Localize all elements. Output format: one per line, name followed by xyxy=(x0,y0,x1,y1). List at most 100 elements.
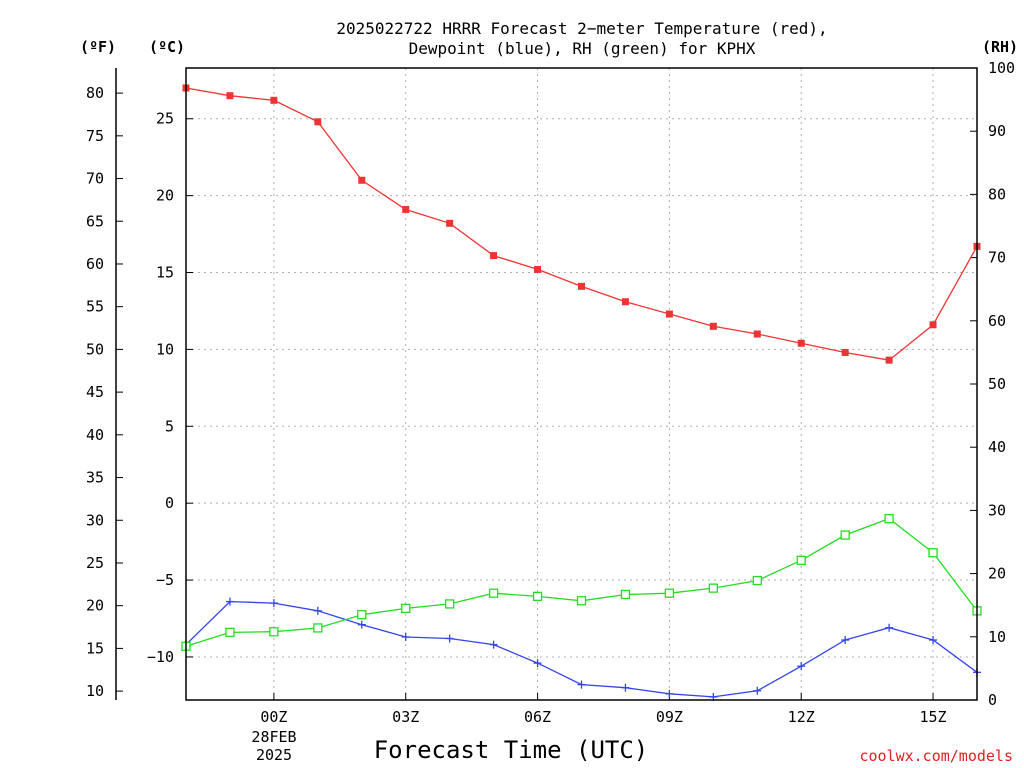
2-meter-temperature-point xyxy=(358,176,366,184)
2-meter-temperature-point xyxy=(841,348,849,356)
celsius-tick-label: 25 xyxy=(156,110,174,128)
2-meter-temperature-point xyxy=(314,118,322,126)
dewpoint-point xyxy=(841,636,850,645)
date-label-year: 2025 xyxy=(256,746,292,764)
dewpoint-point xyxy=(357,620,366,629)
rh-point xyxy=(620,589,631,600)
celsius-tick-label: 15 xyxy=(156,264,174,282)
2-meter-temperature-point xyxy=(753,330,761,338)
rh-point xyxy=(928,548,938,558)
rh-tick-label: 70 xyxy=(988,249,1006,267)
rh-point xyxy=(401,603,411,614)
plot-frame xyxy=(185,67,978,701)
2-meter-temperature-point xyxy=(885,356,893,364)
rh-tick-label: 60 xyxy=(988,312,1006,330)
rh-point xyxy=(445,599,455,609)
rh-tick-label: 100 xyxy=(988,59,1015,77)
fahrenheit-tick-label: 20 xyxy=(86,597,104,615)
fahrenheit-unit-label: (ºF) xyxy=(80,38,116,56)
fahrenheit-tick-label: 45 xyxy=(86,383,104,401)
dewpoint-point xyxy=(225,597,234,606)
2-meter-temperature-point xyxy=(709,322,717,330)
2-meter-temperature-point xyxy=(797,339,805,347)
rh-tick-label: 80 xyxy=(988,185,1006,203)
2-meter-temperature-point xyxy=(578,282,585,290)
dewpoint-point xyxy=(313,606,322,615)
2-meter-temperature-point xyxy=(929,321,937,329)
rh-point xyxy=(532,591,543,602)
date-label-day: 28FEB xyxy=(251,728,296,746)
x-tick-label: 00Z xyxy=(260,708,287,726)
2-meter-temperature-point xyxy=(402,205,410,213)
x-tick-label: 03Z xyxy=(392,708,419,726)
series-2-meter-temperature xyxy=(182,84,981,364)
fahrenheit-tick-label: 80 xyxy=(86,84,104,102)
celsius-tick-label: −10 xyxy=(147,648,174,666)
dewpoint-point xyxy=(621,683,630,692)
2-meter-temperature-line xyxy=(185,87,978,361)
2-meter-temperature-point xyxy=(446,219,454,227)
dewpoint-point xyxy=(577,680,586,689)
rh-point xyxy=(488,588,499,598)
fahrenheit-tick-label: 40 xyxy=(86,426,104,444)
x-axis-label: Forecast Time (UTC) xyxy=(374,736,649,764)
chart-title-line2: Dewpoint (blue), RH (green) for KPHX xyxy=(409,39,756,58)
2-meter-temperature-point xyxy=(490,252,498,260)
2-meter-temperature-point xyxy=(665,310,673,318)
celsius-unit-label: (ºC) xyxy=(149,38,185,56)
rh-tick-label: 20 xyxy=(988,565,1006,583)
rh-point xyxy=(884,513,894,524)
rh-point xyxy=(796,555,806,565)
rh-point xyxy=(269,627,279,637)
x-tick-label: 06Z xyxy=(524,708,551,726)
2-meter-temperature-point xyxy=(621,298,629,306)
celsius-tick-label: 5 xyxy=(165,417,174,435)
dewpoint-point xyxy=(533,659,542,668)
fahrenheit-tick-label: 50 xyxy=(86,340,104,358)
rh-point xyxy=(708,583,718,593)
dewpoint-point xyxy=(885,623,894,632)
x-tick-label: 12Z xyxy=(788,708,815,726)
fahrenheit-tick-label: 35 xyxy=(86,469,104,487)
series-rh xyxy=(181,513,982,651)
series-layer xyxy=(181,84,982,701)
fahrenheit-tick-label: 70 xyxy=(86,170,104,188)
rh-point xyxy=(840,530,850,540)
rh-tick-label: 50 xyxy=(988,375,1006,393)
rh-point xyxy=(313,623,323,633)
2-meter-temperature-point xyxy=(270,96,278,104)
fahrenheit-tick-label: 75 xyxy=(86,127,104,145)
celsius-axis: 25 20 15 10 5 0 −5 −10 xyxy=(147,110,193,666)
fahrenheit-tick-label: 15 xyxy=(86,639,104,657)
rh-tick-label: 0 xyxy=(988,691,997,709)
x-tick-label: 15Z xyxy=(920,708,947,726)
fahrenheit-tick-label: 25 xyxy=(86,554,104,572)
dewpoint-point xyxy=(401,632,410,641)
dewpoint-point xyxy=(929,636,938,645)
dewpoint-point xyxy=(797,662,806,671)
fahrenheit-tick-label: 55 xyxy=(86,298,104,316)
celsius-tick-label: 0 xyxy=(165,494,174,512)
rh-point xyxy=(664,588,675,598)
2-meter-temperature-point xyxy=(534,265,542,273)
2-meter-temperature-point xyxy=(226,92,234,100)
time-axis: 00Z 03Z 06Z 09Z 12Z 15Z xyxy=(260,693,947,726)
dewpoint-point xyxy=(445,634,454,643)
dewpoint-point xyxy=(489,640,498,649)
rh-line xyxy=(185,517,978,647)
fahrenheit-tick-label: 10 xyxy=(86,682,104,700)
fahrenheit-tick-label: 30 xyxy=(86,511,104,529)
source-credit: coolwx.com/models xyxy=(859,747,1013,765)
rh-point xyxy=(576,596,587,606)
rh-point xyxy=(752,575,762,586)
series-dewpoint xyxy=(182,597,981,701)
rh-tick-label: 40 xyxy=(988,438,1006,456)
rh-point xyxy=(225,627,235,638)
dewpoint-point xyxy=(269,599,278,608)
dewpoint-point xyxy=(665,689,674,698)
celsius-tick-label: 20 xyxy=(156,187,174,205)
fahrenheit-axis: 80 75 70 65 60 55 50 45 40 35 30 25 20 15 10 xyxy=(86,68,123,700)
rh-tick-label: 10 xyxy=(988,628,1006,646)
